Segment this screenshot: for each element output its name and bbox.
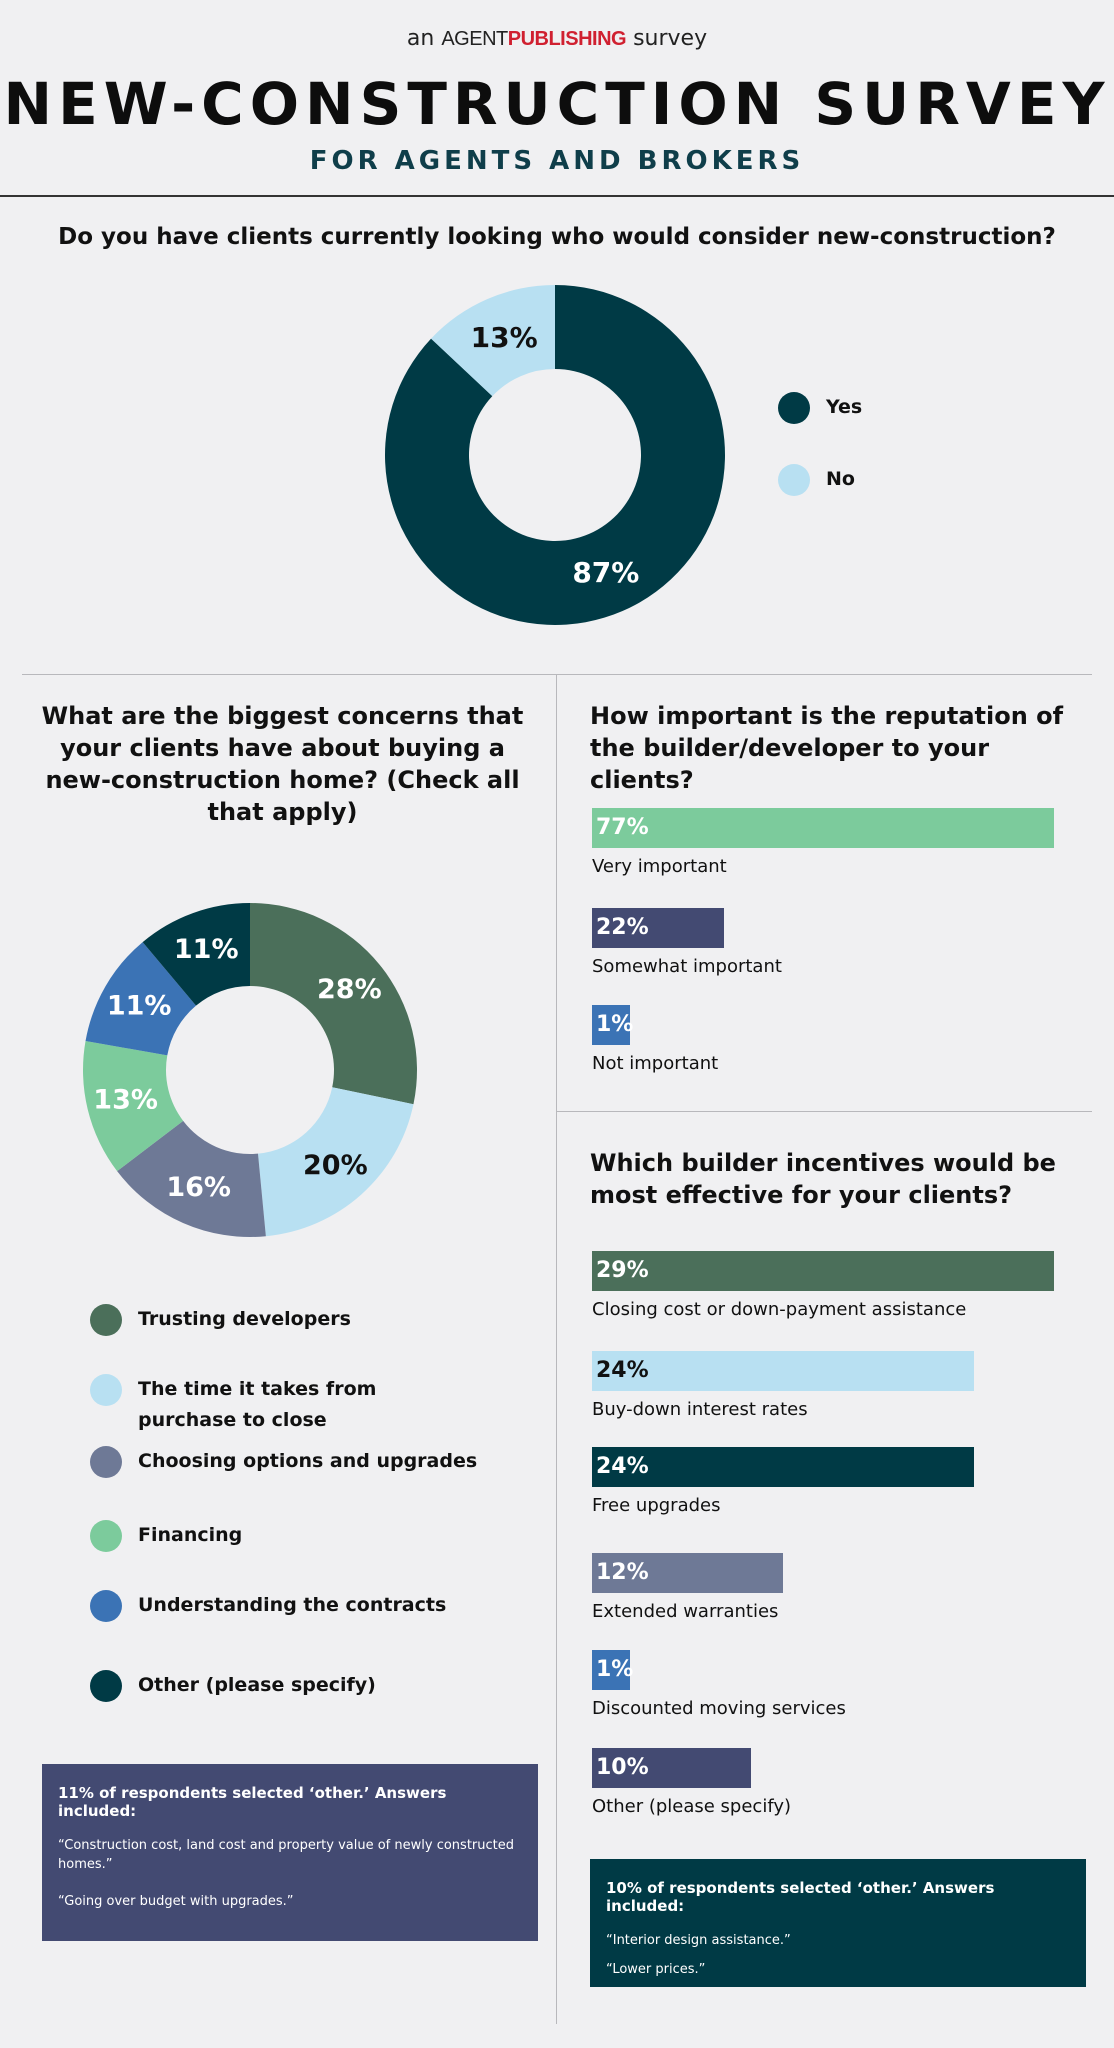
q1-data-label-yes: 87% [572, 556, 639, 589]
q3-data-label-very-important: 77% [596, 815, 649, 840]
q1-donut-chart: 87% 13% [384, 285, 725, 625]
legend-label-financing: Financing [138, 1524, 243, 1546]
q3-category-label-very-important: Very important [592, 856, 727, 877]
q2-data-label-financing: 13% [93, 1085, 158, 1116]
q4-category-label-discounted-moving-services: Discounted moving services [592, 1698, 846, 1719]
legend-swatch-understanding-the-contracts [90, 1590, 122, 1622]
section-divider [22, 674, 1092, 675]
q4-bar-other-please-specify: 10% [592, 1748, 752, 1788]
right-section-divider [556, 1111, 1092, 1112]
q4-data-label-free-upgrades: 24% [596, 1454, 649, 1479]
q1-legend-item-no: No [778, 464, 978, 496]
q4-data-label-extended-warranties: 12% [596, 1560, 649, 1585]
brand-logo-part1: AGENT [441, 28, 508, 50]
q4-bar-free-upgrades: 24% [592, 1447, 975, 1487]
q2-slice-trusting-developers [250, 903, 418, 1105]
q3-bar-not-important: 1% [592, 1005, 634, 1045]
legend-label-yes: Yes [826, 396, 863, 418]
q2-data-label-understanding-the-contracts: 11% [107, 991, 172, 1022]
legend-swatch-financing [90, 1520, 122, 1552]
q2-slice-the-time-it-takes-from-purchase-to-close [257, 1087, 414, 1237]
legend-label-the-time-it-takes-from-purchase-to-close: The time it takes from purchase to close [138, 1378, 377, 1431]
q4-data-label-discounted-moving-services: 1% [596, 1657, 634, 1682]
q4-data-label-other-please-specify: 10% [596, 1755, 649, 1780]
q3-bar-somewhat-important: 22% [592, 908, 724, 948]
q2-data-label-other-please-specify: 11% [174, 934, 239, 965]
q4-category-label-free-upgrades: Free upgrades [592, 1495, 721, 1516]
tagline-post: survey [633, 26, 708, 51]
note-quote: “Interior design assistance.” [606, 1933, 791, 1948]
incentives-other-note: 10% of respondents selected ‘other.’ Ans… [590, 1859, 1086, 1987]
legend-label-trusting-developers: Trusting developers [138, 1308, 351, 1330]
note-quote: “Construction cost, land cost and proper… [58, 1838, 514, 1872]
legend-label-choosing-options-and-upgrades: Choosing options and upgrades [138, 1450, 478, 1472]
q3-bar-chart: 77% Very important 22% Somewhat important 1%… [592, 808, 1072, 1088]
q2-data-label-choosing-options-and-upgrades: 16% [166, 1172, 231, 1203]
q4-bar-discounted-moving-services: 1% [592, 1650, 634, 1690]
q4-title: Which builder incentives would be most e… [590, 1149, 1056, 1209]
legend-swatch-other-please-specify [90, 1670, 122, 1702]
q3-data-label-somewhat-important: 22% [596, 915, 649, 940]
q4-category-label-closing-cost-or-down-payment-assistance: Closing cost or down-payment assistance [592, 1299, 967, 1320]
legend-label-understanding-the-contracts: Understanding the contracts [138, 1594, 447, 1616]
tagline-pre: an [406, 26, 435, 51]
note-heading: 11% of respondents selected ‘other.’ Ans… [58, 1784, 447, 1820]
q4-data-label-buy-down-interest-rates: 24% [596, 1358, 649, 1383]
page-title: NEW-CONSTRUCTION SURVEY [3, 70, 1111, 138]
q2-data-label-the-time-it-takes-from-purchase-to-close: 20% [303, 1150, 368, 1181]
q1-slice-no [431, 285, 555, 397]
note-quote: “Going over budget with upgrades.” [58, 1894, 294, 1909]
legend-swatch-yes [778, 392, 810, 424]
q1-legend: Yes No [778, 392, 978, 496]
q2-data-label-trusting-developers: 28% [317, 974, 382, 1005]
q4-bar-extended-warranties: 12% [592, 1553, 784, 1593]
legend-swatch-choosing-options-and-upgrades [90, 1446, 122, 1478]
q3-category-label-somewhat-important: Somewhat important [592, 956, 782, 977]
q4-category-label-other-please-specify: Other (please specify) [592, 1796, 792, 1817]
q3-bar-very-important: 77% [592, 808, 1054, 848]
q4-bar-buy-down-interest-rates: 24% [592, 1351, 975, 1391]
concerns-other-note: 11% of respondents selected ‘other.’ Ans… [42, 1764, 538, 1941]
q4-bar-chart: 29% Closing cost or down-payment assistan… [592, 1251, 1072, 1831]
q2-donut-chart: 28% 20% 16% 13% 11%11% [82, 903, 418, 1237]
q4-category-label-extended-warranties: Extended warranties [592, 1601, 779, 1622]
legend-swatch-no [778, 464, 810, 496]
legend-label-other-please-specify: Other (please specify) [138, 1674, 376, 1696]
survey-tagline: an AGENTPUBLISHING survey [0, 26, 1114, 51]
q2-slice-choosing-options-and-upgrades [117, 1120, 266, 1237]
column-divider [556, 674, 557, 2024]
q1-title: Do you have clients currently looking wh… [58, 224, 1056, 250]
q1-legend-item-yes: Yes [778, 392, 978, 424]
page-subtitle: FOR AGENTS AND BROKERS [309, 146, 805, 176]
q3-data-label-not-important: 1% [596, 1012, 634, 1037]
note-quote: “Lower prices.” [606, 1962, 706, 1977]
q2-title: What are the biggest concerns that your … [41, 702, 524, 826]
q1-slice-yes [384, 285, 725, 625]
legend-label-no: No [826, 468, 855, 490]
brand-logo-part2: PUBLISHING [507, 28, 627, 50]
q2-slice-other-please-specify [142, 903, 250, 1006]
header-divider [0, 195, 1114, 197]
q4-category-label-buy-down-interest-rates: Buy-down interest rates [592, 1399, 808, 1420]
q1-data-label-no: 13% [471, 321, 538, 354]
q4-data-label-closing-cost-or-down-payment-assistance: 29% [596, 1258, 649, 1283]
q2-slice-understanding-the-contracts [85, 942, 197, 1056]
q4-bar-closing-cost-or-down-payment-assistance: 29% [592, 1251, 1054, 1291]
legend-swatch-trusting-developers [90, 1304, 122, 1336]
legend-swatch-the-time-it-takes-from-purchase-to-close [90, 1374, 122, 1406]
q3-title: How important is the reputation of the b… [590, 702, 1064, 794]
q2-slice-financing [82, 1041, 184, 1172]
note-heading: 10% of respondents selected ‘other.’ Ans… [606, 1879, 995, 1915]
q3-category-label-not-important: Not important [592, 1053, 719, 1074]
